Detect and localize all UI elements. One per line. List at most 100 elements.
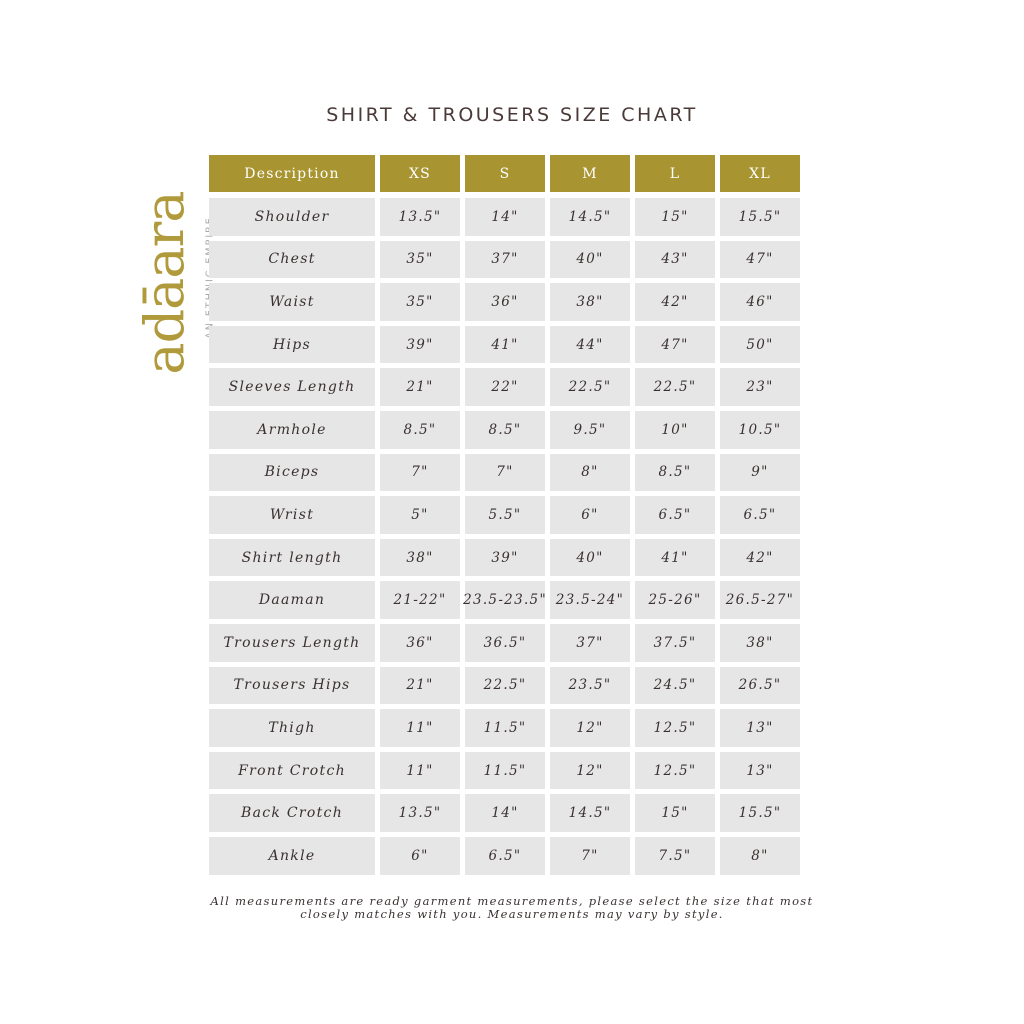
measurement-cell: 13.5" [380,198,460,236]
measurement-cell: 26.5-27" [720,581,800,619]
measurement-cell: 8.5" [380,410,460,449]
row-label: Daaman [209,581,375,619]
measurement-cell: 41" [465,325,545,364]
measurement-cell: 11.5" [465,751,545,790]
measurement-cell: 42" [720,538,800,577]
header-size-xl: XL [720,155,800,192]
measurement-cell: 21" [380,368,460,406]
measurement-cell: 25-26" [635,581,715,619]
logo-wordmark: adāara [133,191,196,375]
row-label: Back Crotch [209,794,375,832]
measurement-cell: 15.5" [720,794,800,832]
measurement-note: All measurements are ready garment measu… [0,895,1024,921]
measurement-cell: 12" [550,709,630,747]
measurement-cell: 41" [635,538,715,577]
measurement-cell: 6" [380,836,460,875]
measurement-cell: 11.5" [465,709,545,747]
row-label: Shirt length [209,538,375,577]
measurement-cell: 22" [465,368,545,406]
measurement-cell: 37" [465,240,545,279]
row-label: Wrist [209,496,375,534]
measurement-cell: 40" [550,240,630,279]
measurement-cell: 26.5" [720,666,800,705]
row-label: Biceps [209,453,375,492]
measurement-cell: 13.5" [380,794,460,832]
header-size-xs: XS [380,155,460,192]
note-line-1: All measurements are ready garment measu… [210,894,814,908]
measurement-cell: 43" [635,240,715,279]
size-chart-table: Description XS S M L XL Shoulder 13.5" 14" 14.5" 1… [209,155,800,880]
measurement-cell: 35" [380,283,460,321]
measurement-cell: 22.5" [550,368,630,406]
measurement-cell: 5" [380,496,460,534]
measurement-cell: 14.5" [550,198,630,236]
measurement-cell: 23.5-24" [550,581,630,619]
measurement-cell: 14.5" [550,794,630,832]
measurement-cell: 9" [720,453,800,492]
measurement-cell: 37" [550,623,630,662]
measurement-cell: 23.5" [550,666,630,705]
measurement-cell: 10.5" [720,410,800,449]
row-label: Chest [209,240,375,279]
measurement-cell: 39" [380,325,460,364]
measurement-cell: 42" [635,283,715,321]
measurement-cell: 7" [465,453,545,492]
measurement-cell: 9.5" [550,410,630,449]
measurement-cell: 6" [550,496,630,534]
measurement-cell: 12" [550,751,630,790]
measurement-cell: 22.5" [635,368,715,406]
measurement-cell: 5.5" [465,496,545,534]
measurement-cell: 21-22" [380,581,460,619]
measurement-cell: 36" [465,283,545,321]
header-size-l: L [635,155,715,192]
measurement-cell: 23.5-23.5" [463,581,546,619]
row-label: Waist [209,283,375,321]
measurement-cell: 13" [720,709,800,747]
measurement-cell: 7" [550,836,630,875]
row-label: Trousers Hips [209,666,375,705]
measurement-cell: 37.5" [635,623,715,662]
measurement-cell: 38" [550,283,630,321]
row-label: Front Crotch [209,751,375,790]
row-label: Thigh [209,709,375,747]
measurement-cell: 7" [380,453,460,492]
measurement-cell: 6.5" [720,496,800,534]
measurement-cell: 35" [380,240,460,279]
header-description: Description [209,155,375,192]
measurement-cell: 15.5" [720,198,800,236]
measurement-cell: 36.5" [465,623,545,662]
measurement-cell: 6.5" [465,836,545,875]
row-label: Trousers Length [209,623,375,662]
row-label: Sleeves Length [209,368,375,406]
measurement-cell: 14" [465,794,545,832]
measurement-cell: 40" [550,538,630,577]
measurement-cell: 11" [380,709,460,747]
measurement-cell: 46" [720,283,800,321]
measurement-cell: 6.5" [635,496,715,534]
measurement-cell: 11" [380,751,460,790]
row-label: Hips [209,325,375,364]
measurement-cell: 8.5" [465,410,545,449]
measurement-cell: 47" [720,240,800,279]
measurement-cell: 38" [720,623,800,662]
measurement-cell: 15" [635,794,715,832]
measurement-cell: 10" [635,410,715,449]
measurement-cell: 44" [550,325,630,364]
row-label: Ankle [209,836,375,875]
brand-logo: adāara AN ETHNIC EMPIRE [120,180,216,380]
measurement-cell: 12.5" [635,751,715,790]
measurement-cell: 15" [635,198,715,236]
measurement-cell: 22.5" [465,666,545,705]
note-line-2: closely matches with you. Measurements m… [300,907,724,921]
measurement-cell: 7.5" [635,836,715,875]
page-title: SHIRT & TROUSERS SIZE CHART [326,104,698,126]
row-label: Armhole [209,410,375,449]
measurement-cell: 8" [720,836,800,875]
measurement-cell: 47" [635,325,715,364]
measurement-cell: 23" [720,368,800,406]
header-size-s: S [465,155,545,192]
measurement-cell: 14" [465,198,545,236]
header-size-m: M [550,155,630,192]
measurement-cell: 36" [380,623,460,662]
measurement-cell: 12.5" [635,709,715,747]
